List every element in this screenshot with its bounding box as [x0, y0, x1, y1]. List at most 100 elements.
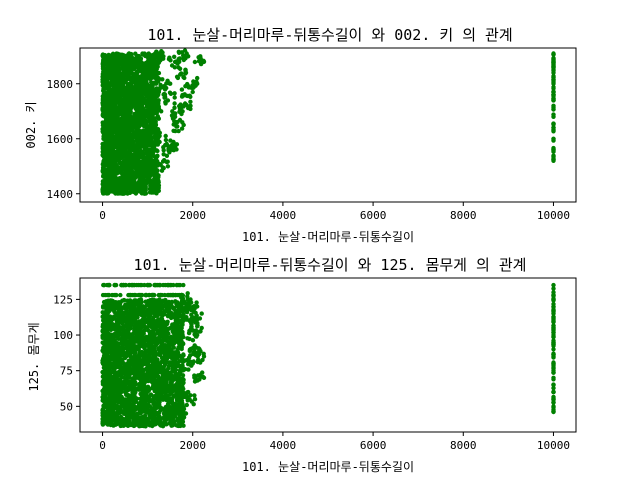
- data-point: [112, 107, 117, 113]
- data-point: [192, 59, 198, 65]
- data-point: [150, 122, 155, 127]
- data-point: [183, 67, 188, 73]
- chart-1-points: [100, 48, 556, 196]
- data-point: [101, 67, 106, 72]
- data-point: [156, 178, 161, 183]
- data-point: [154, 188, 159, 193]
- data-point: [110, 59, 116, 64]
- data-point: [144, 143, 149, 149]
- data-point: [154, 99, 159, 105]
- data-point: [106, 170, 112, 176]
- data-point: [126, 88, 132, 94]
- data-point: [121, 78, 127, 83]
- x-tick-label: 10000: [537, 209, 570, 222]
- x-tick-label: 4000: [270, 209, 297, 222]
- chart-2: 101. 눈살-머리마루-뒤통수길이 와 125. 몸무게 의 관계 0 2000…: [27, 256, 577, 474]
- outlier-point: [551, 155, 556, 161]
- data-point: [144, 121, 149, 126]
- data-point: [115, 187, 120, 192]
- data-point: [144, 126, 149, 131]
- data-point: [150, 84, 155, 89]
- data-point: [150, 89, 156, 94]
- data-point: [145, 72, 151, 77]
- data-point: [123, 336, 128, 341]
- data-point: [100, 106, 105, 112]
- data-point: [179, 87, 185, 92]
- data-point: [108, 106, 113, 112]
- data-point: [180, 92, 185, 98]
- data-point: [117, 72, 122, 77]
- data-point: [111, 116, 116, 122]
- y-tick-label: 1600: [47, 133, 74, 146]
- data-point: [104, 70, 110, 75]
- data-point: [140, 174, 145, 180]
- data-point: [152, 93, 157, 98]
- data-point: [127, 128, 132, 134]
- outlier-point: [551, 112, 556, 117]
- data-point: [134, 125, 139, 130]
- data-point: [164, 381, 169, 386]
- data-point: [135, 66, 141, 71]
- data-point: [188, 106, 193, 112]
- data-point: [162, 91, 167, 97]
- data-point: [132, 58, 137, 63]
- data-point: [171, 128, 176, 133]
- outlier-point: [551, 147, 556, 152]
- data-point: [137, 167, 143, 173]
- data-point: [148, 184, 153, 189]
- chart-1-xlabel: 101. 눈살-머리마루-뒤통수길이: [242, 230, 414, 244]
- data-point: [115, 191, 121, 196]
- data-point: [127, 179, 132, 185]
- data-point: [151, 80, 157, 86]
- outlier-point: [551, 136, 556, 142]
- data-point: [128, 157, 133, 162]
- data-point: [163, 137, 169, 143]
- data-point: [120, 117, 126, 122]
- data-point: [106, 116, 112, 122]
- data-point: [120, 148, 126, 153]
- y-tick-label: 1800: [47, 78, 74, 91]
- data-point: [101, 130, 106, 135]
- data-point: [127, 64, 132, 70]
- data-point: [156, 92, 161, 97]
- data-point: [169, 299, 175, 305]
- data-point: [115, 96, 120, 101]
- outlier-point: [551, 125, 556, 130]
- data-point: [104, 179, 109, 184]
- outlier-point: [551, 68, 556, 74]
- x-tick-label: 6000: [360, 209, 387, 222]
- data-point: [141, 152, 146, 158]
- x-tick-label: 8000: [450, 209, 477, 222]
- data-point: [128, 57, 133, 62]
- data-point: [163, 133, 168, 139]
- data-point: [154, 136, 159, 142]
- data-point: [130, 103, 135, 109]
- data-point: [142, 91, 147, 96]
- data-point: [107, 154, 112, 159]
- outlier-point: [551, 105, 556, 110]
- data-point: [132, 155, 137, 160]
- data-point: [134, 396, 140, 401]
- x-tick-label: 2000: [179, 209, 206, 222]
- data-point: [131, 85, 137, 90]
- data-point: [130, 143, 135, 148]
- data-point: [100, 187, 105, 192]
- data-point: [108, 176, 113, 181]
- data-point: [101, 74, 107, 79]
- data-point: [101, 416, 107, 421]
- data-point: [101, 174, 106, 179]
- data-point: [145, 384, 151, 389]
- data-point: [157, 76, 162, 82]
- data-point: [143, 108, 148, 114]
- data-point: [156, 107, 162, 112]
- data-point: [136, 102, 141, 107]
- data-point: [106, 129, 111, 135]
- data-point: [108, 98, 114, 103]
- data-point: [181, 56, 186, 61]
- data-point: [120, 188, 126, 193]
- data-point: [102, 100, 107, 105]
- data-point: [157, 398, 162, 404]
- data-point: [147, 133, 152, 139]
- data-point: [103, 83, 108, 88]
- data-point: [137, 140, 143, 146]
